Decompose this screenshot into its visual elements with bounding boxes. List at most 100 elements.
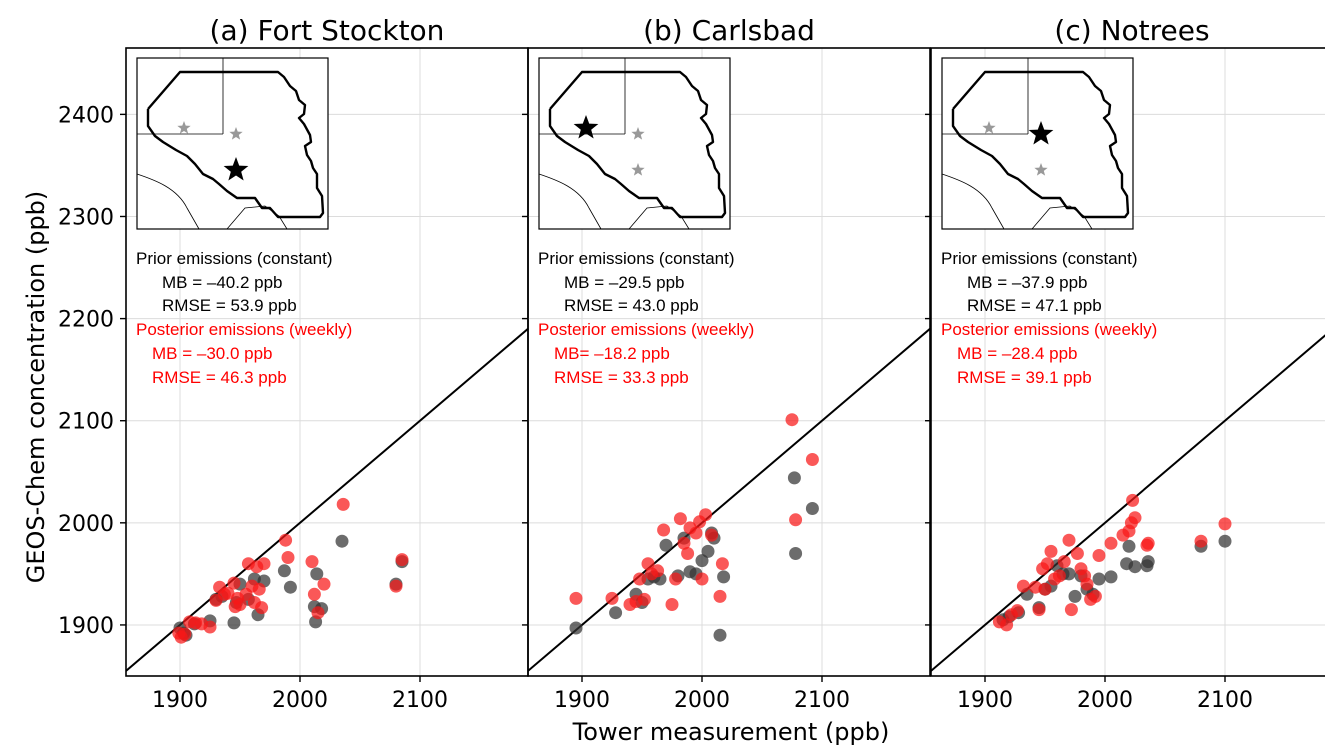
posterior-point (255, 601, 269, 615)
y-tick-label: 1900 (58, 614, 114, 639)
posterior-point (1218, 517, 1232, 531)
prior-point (1104, 570, 1118, 584)
posterior-point (637, 592, 651, 606)
x-axis-label: Tower measurement (ppb) (572, 718, 890, 745)
posterior-point (789, 513, 803, 527)
posterior-point (669, 572, 683, 586)
y-tick-label: 2400 (58, 103, 114, 128)
posterior-point (651, 564, 665, 578)
prior-heading: Prior emissions (constant) (941, 249, 1138, 268)
posterior-mb: MB = –30.0 ppb (152, 344, 273, 363)
posterior-point (257, 557, 271, 571)
inset-star-active-icon (223, 157, 249, 181)
posterior-point (1040, 557, 1054, 571)
panel-title: (c) Notrees (1054, 14, 1209, 47)
posterior-point (221, 586, 235, 600)
posterior-point (281, 551, 295, 564)
prior-point (695, 554, 709, 568)
posterior-point (1194, 534, 1208, 548)
posterior-rmse: RMSE = 33.3 ppb (554, 368, 689, 387)
posterior-point (203, 620, 217, 634)
posterior-point (1141, 536, 1155, 550)
prior-heading: Prior emissions (constant) (136, 249, 333, 268)
prior-point (335, 534, 349, 548)
posterior-point (681, 547, 695, 560)
prior-mb: MB = –37.9 ppb (967, 273, 1088, 292)
inset-border-line (1031, 205, 1093, 230)
prior-point (717, 570, 731, 584)
prior-point (569, 621, 583, 635)
inset-star-icon (1034, 163, 1048, 176)
posterior-point (1052, 569, 1066, 583)
posterior-point (279, 533, 293, 547)
y-tick-label: 2100 (58, 410, 114, 435)
posterior-point (1080, 577, 1094, 591)
posterior-point (233, 598, 247, 611)
plot-frame (527, 47, 931, 677)
posterior-point (785, 413, 799, 427)
posterior-point (673, 512, 687, 526)
inset-river-line (136, 173, 200, 230)
posterior-point (1032, 603, 1046, 617)
posterior-point (569, 591, 583, 605)
prior-point (1218, 534, 1232, 548)
inset-star-active-icon (573, 115, 599, 139)
prior-point (1122, 539, 1136, 553)
prior-point (787, 471, 801, 485)
prior-point (659, 538, 673, 552)
prior-point (310, 567, 324, 581)
inset-basin-outline (548, 70, 727, 219)
posterior-point (705, 528, 719, 542)
prior-rmse: RMSE = 53.9 ppb (162, 296, 297, 315)
posterior-point (665, 598, 679, 611)
y-tick-label: 2200 (58, 308, 114, 333)
prior-point (283, 580, 297, 594)
posterior-point (311, 606, 325, 620)
prior-point (277, 564, 291, 578)
posterior-point (641, 557, 655, 571)
inset-river-line (538, 173, 602, 230)
posterior-point (1062, 533, 1076, 547)
prior-rmse: RMSE = 43.0 ppb (564, 296, 699, 315)
x-tick-label: 2100 (1197, 688, 1253, 713)
x-tick-label: 2000 (272, 688, 328, 713)
prior-point (713, 628, 727, 642)
plot-frame (930, 47, 1325, 677)
prior-mb: MB = –40.2 ppb (162, 273, 283, 292)
prior-mb: MB = –29.5 ppb (564, 273, 685, 292)
posterior-rmse: RMSE = 46.3 ppb (152, 368, 287, 387)
x-tick-label: 2000 (674, 688, 730, 713)
posterior-point (389, 579, 403, 593)
inset-border-line (628, 205, 690, 230)
posterior-point (1016, 579, 1030, 593)
x-tick-label: 1900 (554, 688, 610, 713)
posterior-point (1128, 511, 1142, 525)
posterior-point (1057, 555, 1071, 569)
inset-star-icon (229, 127, 243, 140)
posterior-mb: MB= –18.2 ppb (554, 344, 670, 363)
posterior-heading: Posterior emissions (weekly) (941, 320, 1157, 339)
panel-title: (b) Carlsbad (643, 14, 815, 47)
prior-point (1068, 589, 1082, 603)
y-tick-label: 2000 (58, 512, 114, 537)
posterior-point (336, 497, 350, 511)
one-to-one-line (126, 328, 528, 672)
posterior-point (317, 577, 331, 591)
prior-point (1092, 572, 1106, 586)
posterior-mb: MB = –28.4 ppb (957, 344, 1078, 363)
x-tick-label: 2000 (1077, 688, 1133, 713)
posterior-point (178, 627, 192, 641)
posterior-point (689, 526, 703, 540)
posterior-point (1044, 544, 1058, 558)
posterior-point (695, 572, 709, 586)
prior-point (701, 544, 715, 558)
posterior-point (633, 572, 647, 586)
inset-star-icon (177, 121, 191, 134)
posterior-point (699, 508, 713, 522)
posterior-heading: Posterior emissions (weekly) (538, 320, 754, 339)
posterior-point (805, 453, 819, 466)
inset-star-active-icon (1028, 121, 1054, 145)
prior-point (805, 502, 819, 515)
posterior-point (252, 582, 266, 596)
